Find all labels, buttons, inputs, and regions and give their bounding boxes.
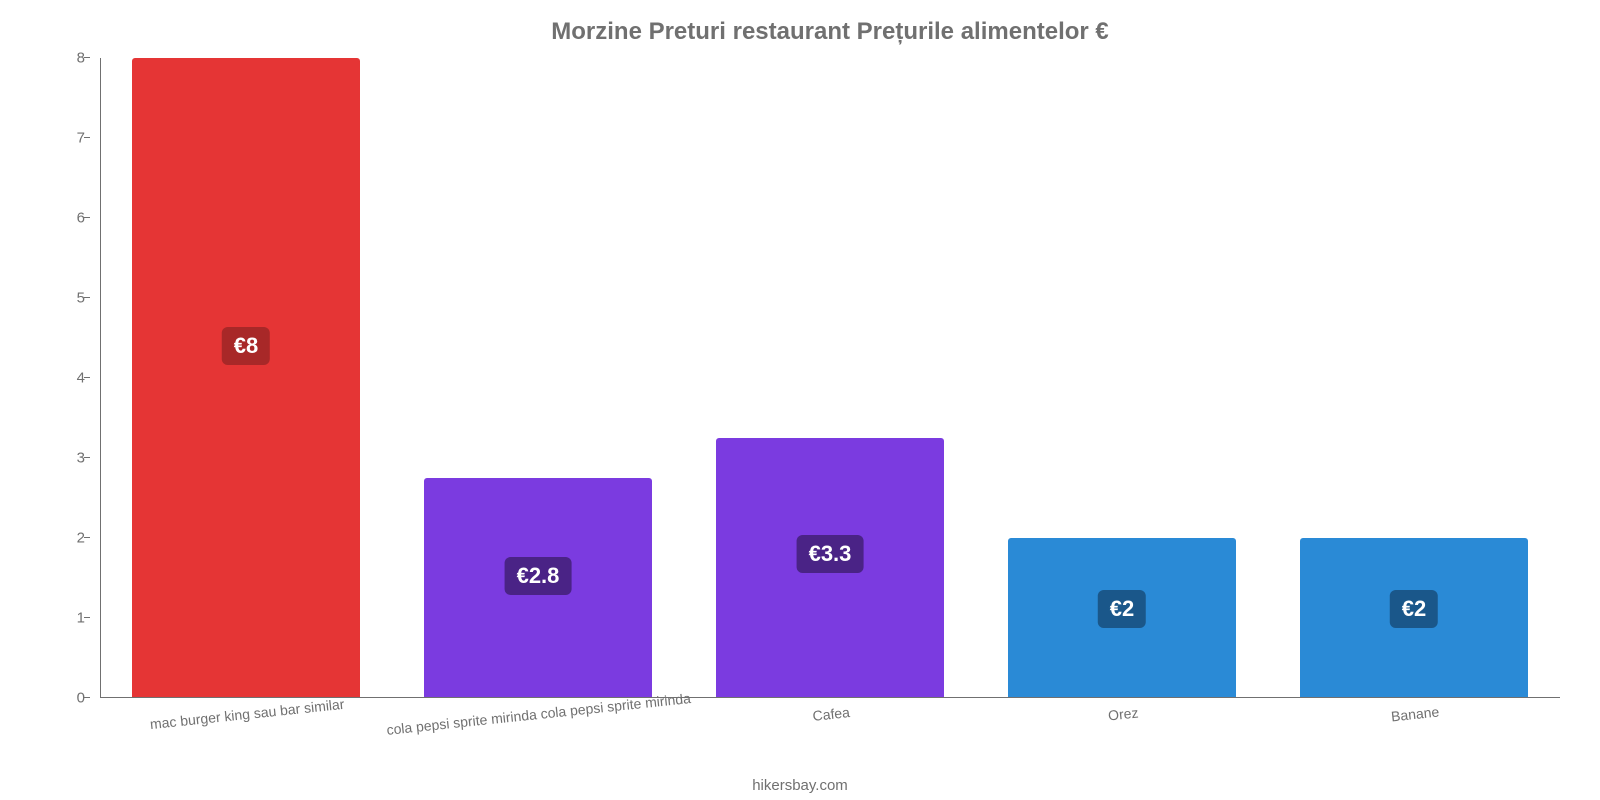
chart-title: Morzine Preturi restaurant Prețurile ali…	[100, 18, 1560, 46]
y-tick-label: 3	[40, 450, 85, 467]
y-tick-mark	[84, 617, 90, 618]
y-tick-mark	[84, 537, 90, 538]
bar-chart: Morzine Preturi restaurant Prețurile ali…	[0, 0, 1600, 800]
x-tick-label: Banane	[1390, 703, 1440, 724]
x-labels: mac burger king sau bar similarcola peps…	[100, 698, 1560, 758]
value-badge: €2.8	[505, 557, 572, 595]
bars-container: €8 €2.8 €3.3 €2 €2	[100, 58, 1560, 698]
y-tick-label: 6	[40, 210, 85, 227]
bar: €2.8	[424, 478, 652, 698]
bar-slot: €2	[1268, 58, 1560, 698]
bar-slot: €2	[976, 58, 1268, 698]
chart-footer: hikersbay.com	[0, 777, 1600, 794]
y-tick-mark	[84, 697, 90, 698]
y-tick-label: 2	[40, 530, 85, 547]
bar-slot: €2.8	[392, 58, 684, 698]
y-tick-mark	[84, 457, 90, 458]
y-tick-label: 0	[40, 690, 85, 707]
y-tick-label: 1	[40, 610, 85, 627]
x-tick-label: Orez	[1107, 704, 1139, 723]
bar-slot: €8	[100, 58, 392, 698]
value-badge: €3.3	[797, 535, 864, 573]
y-tick-mark	[84, 57, 90, 58]
x-tick-label: Cafea	[811, 704, 850, 724]
value-badge: €2	[1390, 590, 1438, 628]
y-tick-label: 4	[40, 370, 85, 387]
x-tick-label: cola pepsi sprite mirinda cola pepsi spr…	[386, 690, 692, 738]
y-tick-mark	[84, 137, 90, 138]
bar: €2	[1300, 538, 1528, 698]
y-axis: 012345678	[90, 58, 100, 698]
plot-area: 012345678 €8€2.8€3.3€2€2 mac burger king…	[100, 58, 1560, 698]
y-tick-label: 5	[40, 290, 85, 307]
y-tick-mark	[84, 297, 90, 298]
y-tick-label: 8	[40, 50, 85, 67]
y-tick-label: 7	[40, 130, 85, 147]
value-badge: €8	[222, 327, 270, 365]
bar-slot: €3.3	[684, 58, 976, 698]
x-tick-label: mac burger king sau bar similar	[149, 696, 345, 732]
value-badge: €2	[1098, 590, 1146, 628]
bar: €8	[132, 58, 360, 698]
y-tick-mark	[84, 217, 90, 218]
bar: €3.3	[716, 438, 944, 698]
y-tick-mark	[84, 377, 90, 378]
bar: €2	[1008, 538, 1236, 698]
